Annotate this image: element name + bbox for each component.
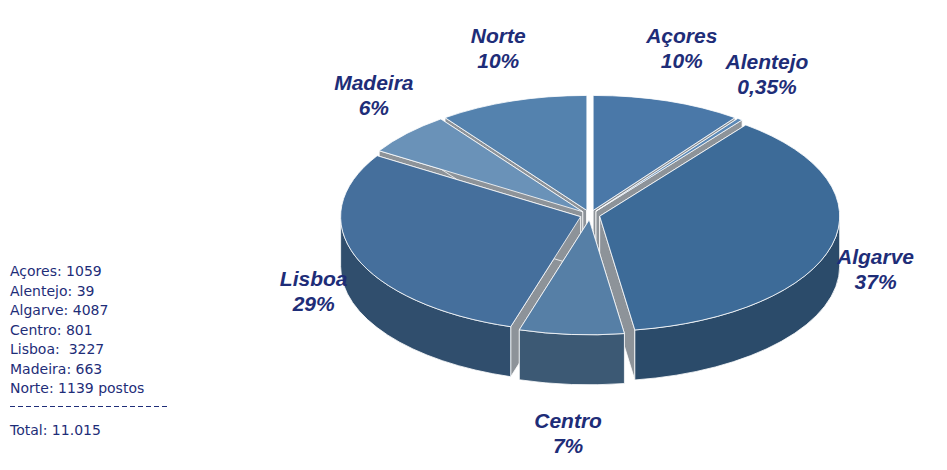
category-label: Lisboa bbox=[280, 267, 348, 290]
slice-label: Alentejo0,35% bbox=[725, 50, 809, 98]
category-label: Norte bbox=[471, 24, 526, 47]
annotations: Açores: 1059 Alentejo: 39 Algarve: 4087 Cen… bbox=[9, 263, 168, 438]
annotation: Algarve: 4087 bbox=[10, 302, 108, 318]
value-label: 6% bbox=[359, 96, 390, 119]
annotation: Madeira: 663 bbox=[10, 361, 102, 377]
category-label: Centro bbox=[534, 409, 602, 432]
slice bbox=[519, 220, 624, 335]
pie bbox=[341, 95, 840, 384]
chart: Açores10%Alentejo0,35%Algarve37%Centro7%… bbox=[0, 0, 947, 470]
slice-label: Centro7% bbox=[534, 409, 602, 457]
category-label: Açores bbox=[645, 24, 717, 47]
category-label: Algarve bbox=[836, 245, 914, 268]
value-label: 29% bbox=[292, 292, 335, 315]
slice-side bbox=[519, 330, 624, 385]
separator bbox=[10, 406, 168, 407]
category-label: Alentejo bbox=[725, 50, 809, 73]
slice-label: Algarve37% bbox=[836, 245, 914, 293]
value-label: 10% bbox=[661, 49, 703, 72]
slice-group bbox=[600, 125, 840, 380]
slice-labels: Açores10%Alentejo0,35%Algarve37%Centro7%… bbox=[280, 24, 915, 458]
annotation: Norte: 1139 postos bbox=[10, 380, 144, 396]
slice-label: Açores10% bbox=[645, 24, 717, 72]
value-label: 7% bbox=[553, 434, 584, 457]
value-label: 37% bbox=[855, 270, 897, 293]
annotation: Total: 11.015 bbox=[9, 422, 101, 438]
annotation: Açores: 1059 bbox=[10, 263, 102, 279]
value-label: 0,35% bbox=[737, 75, 797, 98]
value-label: 10% bbox=[477, 49, 519, 72]
annotation: Lisboa: 3227 bbox=[10, 341, 104, 357]
annotation: Alentejo: 39 bbox=[10, 283, 95, 299]
slice-group bbox=[519, 220, 624, 385]
slice-label: Madeira6% bbox=[334, 71, 414, 119]
slice bbox=[600, 125, 840, 330]
slice-label: Norte10% bbox=[471, 24, 526, 72]
slice-label: Lisboa29% bbox=[280, 267, 348, 315]
annotation: Centro: 801 bbox=[10, 322, 93, 338]
category-label: Madeira bbox=[334, 71, 414, 94]
